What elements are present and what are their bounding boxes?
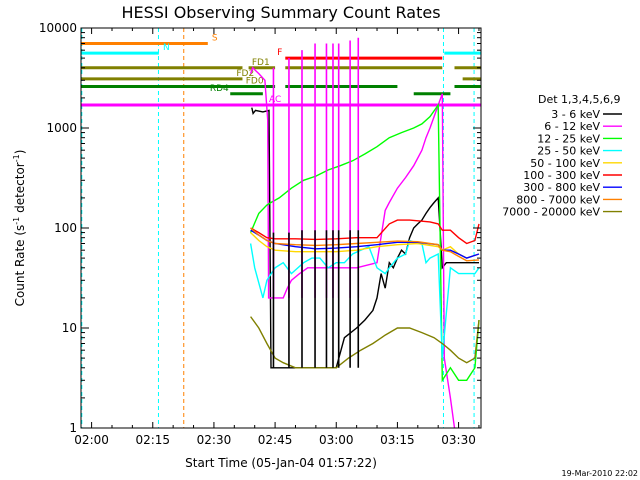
flag-label-n: N	[163, 43, 170, 53]
series-line-5	[250, 219, 480, 245]
legend-label-3: 25 - 50 keV	[537, 145, 600, 158]
y-tick-label-4: 10000	[39, 21, 77, 35]
y-tick-label-1: 10	[62, 321, 77, 335]
x-tick-label-6: 03:30	[441, 433, 476, 447]
x-tick-label-5: 03:15	[380, 433, 415, 447]
flag-label-fd2: FD2	[236, 69, 254, 79]
legend-label-7: 800 - 7000 keV	[516, 193, 600, 206]
series-line-3	[249, 239, 480, 359]
x-tick-label-0: 02:00	[74, 433, 109, 447]
x-tick-label-1: 02:15	[135, 433, 170, 447]
flag-label-s: S	[212, 33, 218, 43]
legend-label-5: 100 - 300 keV	[523, 169, 600, 182]
legend-label-8: 7000 - 20000 keV	[502, 206, 600, 219]
y-tick-label-2: 100	[54, 221, 77, 235]
legend-label-4: 50 - 100 keV	[530, 157, 600, 170]
legend-label-2: 12 - 25 keV	[537, 132, 600, 145]
flag-label-f: F	[277, 48, 282, 58]
legend-label-6: 300 - 800 keV	[523, 181, 600, 194]
chart-title: HESSI Observing Summary Count Rates	[121, 3, 440, 22]
flag-label-fd1: FD1	[252, 58, 270, 68]
series-line-1	[249, 66, 456, 428]
x-tick-label-4: 03:00	[319, 433, 354, 447]
x-tick-label-2: 02:30	[197, 433, 232, 447]
legend-label-0: 3 - 6 keV	[551, 108, 600, 121]
x-axis-label: Start Time (05-Jan-04 01:57:22)	[185, 456, 377, 470]
legend-label-1: 6 - 12 keV	[544, 120, 600, 133]
y-axis-label: Count Rate (s-1 detector-1)	[12, 150, 27, 307]
flag-label-fd0: FD0	[246, 77, 264, 87]
series-line-8	[250, 316, 480, 369]
series-line-4	[250, 232, 480, 259]
y-tick-label-3: 1000	[46, 121, 77, 135]
series-line-2	[249, 102, 480, 383]
timestamp: 19-Mar-2010 22:02	[562, 469, 639, 478]
series-line-7	[250, 227, 480, 262]
x-tick-label-3: 02:45	[258, 433, 293, 447]
legend-title: Det 1,3,4,5,6,9	[538, 93, 621, 106]
flag-label-rd4: RD4	[210, 84, 229, 94]
flag-label-ac: AC	[269, 95, 281, 105]
y-tick-label-0: 1	[69, 421, 77, 435]
